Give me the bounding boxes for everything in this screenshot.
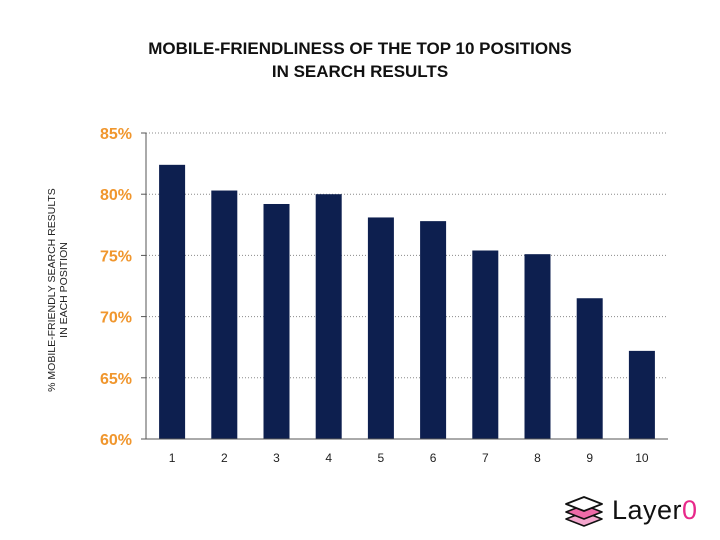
brand-logo: Layer0 xyxy=(562,490,698,530)
y-tick-label: 65% xyxy=(100,371,132,388)
x-tick-label: 4 xyxy=(325,451,332,465)
x-tick-label: 3 xyxy=(273,451,280,465)
bar xyxy=(472,250,499,439)
stacked-layers-icon xyxy=(565,496,603,527)
y-tick-labels: 60% 65% 70% 75% 80% 85% xyxy=(100,126,132,449)
brand-name-main: Layer xyxy=(612,494,683,525)
brand-name-accent: 0 xyxy=(682,494,698,525)
y-tick-label: 70% xyxy=(100,310,132,327)
x-tick-label: 8 xyxy=(534,451,541,465)
y-tick-label: 80% xyxy=(100,187,132,204)
bar xyxy=(315,194,342,439)
bar xyxy=(263,203,290,439)
chart-title: MOBILE-FRIENDLINESS OF THE TOP 10 POSITI… xyxy=(0,37,720,83)
chart-title-line-2: IN SEARCH RESULTS xyxy=(271,62,449,81)
x-tick-label: 1 xyxy=(169,451,176,465)
x-tick-label: 5 xyxy=(378,451,385,465)
x-tick-label: 10 xyxy=(635,451,649,465)
x-tick-label: 9 xyxy=(586,451,593,465)
axes xyxy=(141,132,668,440)
x-tick-labels: 1 2 3 4 5 6 7 8 9 10 xyxy=(169,451,649,465)
bars xyxy=(159,164,655,439)
x-tick-label: 2 xyxy=(221,451,228,465)
bar xyxy=(211,190,238,439)
y-tick-label: 60% xyxy=(100,432,132,449)
brand-name: Layer0 xyxy=(612,495,698,526)
chart-title-line-1: MOBILE-FRIENDLINESS OF THE TOP 10 POSITI… xyxy=(148,39,572,58)
bar xyxy=(367,217,394,439)
bar xyxy=(420,221,447,439)
x-tick-label: 7 xyxy=(482,451,489,465)
bar xyxy=(524,254,551,439)
y-tick-label: 85% xyxy=(100,126,132,143)
bar xyxy=(159,164,186,439)
y-tick-label: 75% xyxy=(100,248,132,265)
bar xyxy=(576,298,603,439)
bar xyxy=(628,350,655,439)
x-tick-label: 6 xyxy=(430,451,437,465)
